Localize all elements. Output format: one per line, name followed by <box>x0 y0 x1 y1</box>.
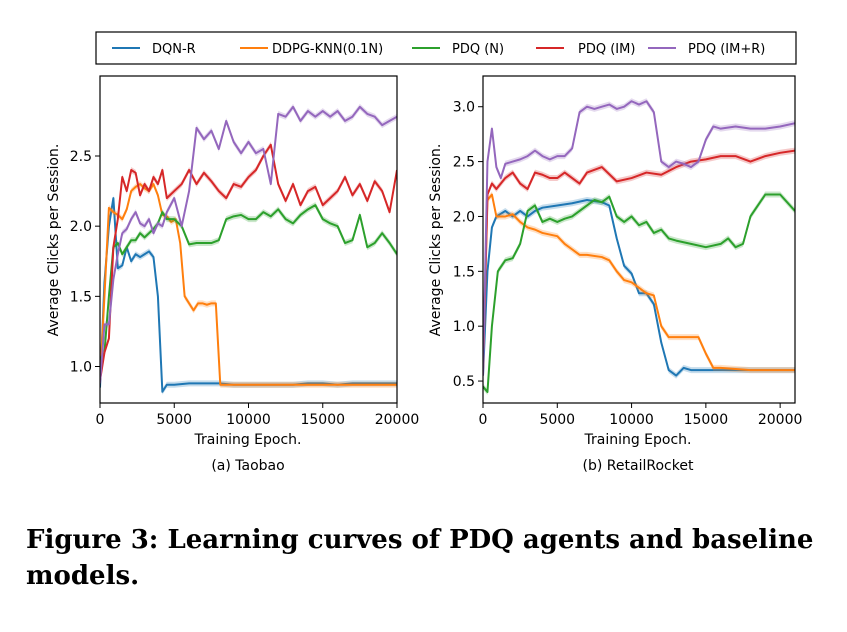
series-line-1 <box>100 183 397 386</box>
y-tick-label: 1.0 <box>453 319 475 335</box>
series-line-4 <box>100 105 397 384</box>
y-axis-label: Average Clicks per Session. <box>46 144 62 337</box>
y-tick-label: 0.5 <box>453 374 475 390</box>
plot-frame <box>482 75 796 404</box>
y-tick-label: 3.0 <box>453 100 475 116</box>
y-tick-label: 2.5 <box>453 155 475 171</box>
series-line-2 <box>100 204 397 361</box>
panel-subtitle: (a) Taobao <box>211 458 284 474</box>
legend-box <box>95 31 797 65</box>
chart-panel-a: 0 5000 10000 15000 20000 1.0 1.5 2.0 2.5 Training… <box>46 75 420 474</box>
panel-subtitle: (b) RetailRocket <box>583 458 694 474</box>
y-tick-label: 2.5 <box>70 149 92 165</box>
x-tick-label: 20000 <box>758 412 803 428</box>
series-band-3 <box>483 147 795 374</box>
y-tick-label: 2.0 <box>70 219 92 235</box>
figure-caption: Figure 3: Learning curves of PDQ agents … <box>26 525 814 591</box>
y-axis-label: Average Clicks per Session. <box>428 144 444 337</box>
series-band-4 <box>483 98 795 379</box>
series-line-3 <box>100 143 397 381</box>
legend-label: PDQ (IM+R) <box>688 42 765 57</box>
series-band-1 <box>100 181 397 388</box>
series-line-4 <box>483 100 795 376</box>
legend-label: DDPG-KNN(0.1N) <box>272 42 383 57</box>
series-band-1 <box>483 191 795 374</box>
legend-label: DQN-R <box>152 42 196 57</box>
series-line-3 <box>483 149 795 371</box>
y-tick-label: 1.0 <box>70 360 92 376</box>
x-tick-label: 0 <box>96 412 105 428</box>
x-axis-label: Training Epoch. <box>193 432 301 448</box>
x-tick-label: 15000 <box>684 412 729 428</box>
x-tick-label: 15000 <box>300 412 345 428</box>
y-tick-label: 1.5 <box>453 264 475 280</box>
chart-panel-b: 0 5000 10000 15000 20000 0.5 1.0 1.5 2.0 2.5 3.0 Tr… <box>428 75 803 474</box>
x-tick-label: 5000 <box>539 412 575 428</box>
y-tick-label: 2.0 <box>453 209 475 225</box>
series-line-0 <box>100 197 397 393</box>
x-tick-label: 0 <box>479 412 488 428</box>
x-tick-label: 10000 <box>609 412 654 428</box>
x-tick-label: 5000 <box>156 412 192 428</box>
x-tick-label: 10000 <box>226 412 271 428</box>
series-band-2 <box>483 191 795 396</box>
y-tick-label: 1.5 <box>70 289 92 305</box>
series-group <box>483 98 795 396</box>
x-tick-label: 20000 <box>375 412 420 428</box>
series-group <box>100 103 397 395</box>
series-band-4 <box>100 103 397 387</box>
series-band-3 <box>100 141 397 384</box>
series-line-1 <box>483 193 795 372</box>
legend-label: PDQ (IM) <box>578 42 635 57</box>
series-line-2 <box>483 193 795 394</box>
legend-label: PDQ (N) <box>452 42 504 57</box>
x-axis-label: Training Epoch. <box>583 432 691 448</box>
